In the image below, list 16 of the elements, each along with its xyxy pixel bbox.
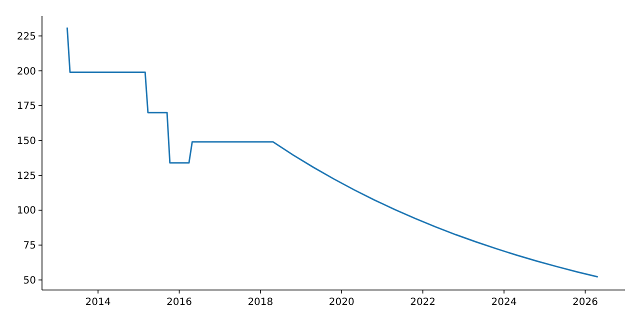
x-tick-label: 2018 [248,297,274,308]
y-tick-label: 200 [16,66,36,78]
x-tick-label: 2026 [572,297,598,308]
x-tick-label: 2014 [85,297,111,308]
y-tick-label: 125 [16,170,36,182]
y-tick-label: 175 [16,101,36,112]
line-series [66,26,599,278]
y-tick-label: 150 [16,136,36,148]
x-tick-label: 2016 [166,297,192,308]
x-tick-label: 2022 [410,297,436,308]
y-tick-label: 225 [16,31,36,42]
x-tick-label: 2024 [491,297,517,308]
y-tick-label: 50 [23,275,36,286]
y-tick-label: 100 [16,206,36,217]
y-tick-label: 75 [23,240,36,252]
x-tick-label: 2020 [328,297,354,308]
